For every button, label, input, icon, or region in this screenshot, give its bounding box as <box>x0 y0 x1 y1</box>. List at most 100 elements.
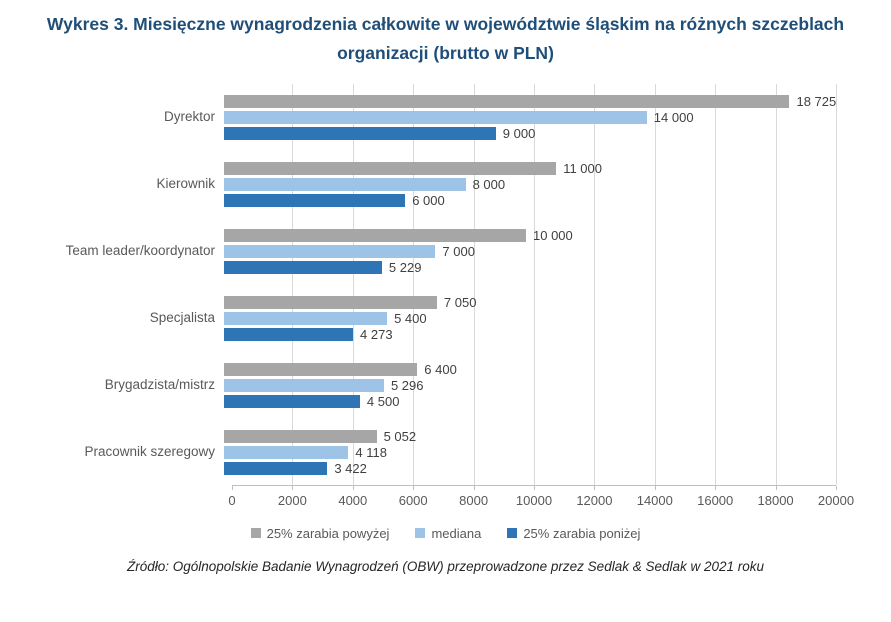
bar <box>224 461 328 475</box>
bar-value-label: 7 000 <box>442 243 475 259</box>
legend-label: 25% zarabia poniżej <box>523 525 641 541</box>
bar <box>224 327 354 341</box>
x-tick-mark <box>836 485 837 490</box>
bar-line: 4 500 <box>224 394 828 409</box>
x-tick-mark <box>594 485 596 490</box>
gridline <box>715 83 717 485</box>
x-tick-mark <box>775 485 777 490</box>
x-tick-mark <box>292 485 294 490</box>
x-tick-label: 2000 <box>277 492 307 508</box>
x-tick-label: 4000 <box>338 492 368 508</box>
category-row: Brygadzista/mistrz 6 400 5 296 4 500 <box>0 352 891 419</box>
bar-value-label: 4 118 <box>355 444 387 460</box>
legend-item: 25% zarabia powyżej <box>250 525 390 541</box>
legend-item: mediana <box>415 526 481 541</box>
gridline <box>352 83 354 485</box>
bar-value-label: 3 422 <box>334 460 367 476</box>
bar-line: 9 000 <box>224 125 828 141</box>
x-tick-mark <box>413 485 415 490</box>
legend: 25% zarabia powyżej mediana 25% zarabia po… <box>0 526 891 541</box>
category-row: Specjalista 7 050 5 400 4 273 <box>0 285 891 352</box>
category-row: Pracownik szeregowy 5 052 4 118 3 422 <box>0 419 891 486</box>
bar <box>224 445 349 459</box>
x-tick-label: 10000 <box>515 492 553 508</box>
category-label: Pracownik szeregowy <box>84 444 215 460</box>
x-tick-label: 0 <box>228 492 236 508</box>
bar-line: 4 118 <box>224 444 828 460</box>
bar <box>224 244 436 258</box>
legend-marker <box>415 528 426 539</box>
bar-group: 7 050 5 400 4 273 <box>224 285 828 352</box>
bar <box>224 110 647 124</box>
bar-chart: Dyrektor 18 725 14 000 9 000 Kierownik 11 000… <box>0 83 891 512</box>
bar-value-label: 8 000 <box>472 176 506 192</box>
bar-value-label: 9 000 <box>502 125 536 141</box>
bar-line: 5 296 <box>224 377 828 393</box>
legend-marker <box>250 528 261 539</box>
bar-group: 10 000 7 000 5 229 <box>224 218 828 285</box>
x-axis: 0 2000 4000 6000 8000 10000 12000 14000 16000 180… <box>228 485 854 512</box>
bar <box>224 378 384 392</box>
bar-line: 5 400 <box>224 311 828 326</box>
x-tick-mark <box>232 485 233 490</box>
bar-line: 14 000 <box>224 109 828 125</box>
bar <box>224 126 496 140</box>
x-tick-mark <box>654 485 656 490</box>
bar <box>224 193 406 207</box>
x-tick-mark <box>473 485 475 490</box>
bar-value-label: 6 400 <box>424 361 457 377</box>
bar-value-label: 7 050 <box>443 294 477 310</box>
legend-label: 25% zarabia powyżej <box>266 525 390 541</box>
bar <box>224 394 360 408</box>
bar-group: 6 400 5 296 4 500 <box>224 352 828 419</box>
x-tick-label: 16000 <box>697 492 734 508</box>
category-row: Dyrektor 18 725 14 000 9 000 <box>0 84 891 151</box>
bar-line: 3 422 <box>224 460 828 476</box>
legend-item: 25% zarabia poniżej <box>507 526 640 541</box>
x-tick-label: 20000 <box>817 492 855 508</box>
gridline <box>775 83 777 485</box>
bar-line: 5 229 <box>224 260 828 275</box>
bar <box>224 362 418 376</box>
x-tick-label: 8000 <box>459 492 489 508</box>
bar <box>224 161 557 175</box>
chart-title: Wykres 3. Miesięczne wynagrodzenia całko… <box>46 14 845 63</box>
x-tick-label: 12000 <box>576 492 613 508</box>
bar-value-label: 18 725 <box>796 93 837 109</box>
bar-line: 7 050 <box>224 294 828 310</box>
category-row: Kierownik 11 000 8 000 6 000 <box>0 151 891 218</box>
bar-line: 11 000 <box>224 160 828 176</box>
category-row: Team leader/koordynator 10 000 7 000 5 229 <box>0 218 891 285</box>
category-label: Team leader/koordynator <box>65 243 215 259</box>
bar-value-label: 6 000 <box>412 192 445 208</box>
bar-rows: Dyrektor 18 725 14 000 9 000 Kierownik 11 000… <box>0 84 891 486</box>
gridline <box>836 83 837 485</box>
category-label: Kierownik <box>156 176 215 192</box>
gridline <box>594 83 596 485</box>
bar-line: 7 000 <box>224 243 828 259</box>
bar-line: 6 000 <box>224 192 828 208</box>
legend-marker <box>507 528 518 539</box>
bar-group: 5 052 4 118 3 422 <box>224 419 828 486</box>
bar-value-label: 14 000 <box>653 109 694 125</box>
x-tick-label: 18000 <box>757 492 794 508</box>
x-tick-label: 14000 <box>636 492 673 508</box>
bar <box>224 429 377 443</box>
bar-line: 8 000 <box>224 176 828 192</box>
category-label: Dyrektor <box>163 109 215 125</box>
bar-value-label: 5 052 <box>383 428 417 444</box>
bar <box>224 228 526 242</box>
bar <box>224 260 382 274</box>
bar-value-label: 5 296 <box>390 377 424 393</box>
bar-value-label: 10 000 <box>533 227 573 243</box>
category-label: Specjalista <box>149 310 215 326</box>
bar <box>224 94 790 108</box>
bar-group: 11 000 8 000 6 000 <box>224 151 828 218</box>
gridline <box>413 83 415 485</box>
bar-value-label: 11 000 <box>563 160 602 176</box>
x-tick-label: 6000 <box>398 492 428 508</box>
bar-line: 10 000 <box>224 227 828 243</box>
legend-label: mediana <box>431 525 482 541</box>
bar-line: 4 273 <box>224 327 828 342</box>
gridline <box>534 83 535 485</box>
